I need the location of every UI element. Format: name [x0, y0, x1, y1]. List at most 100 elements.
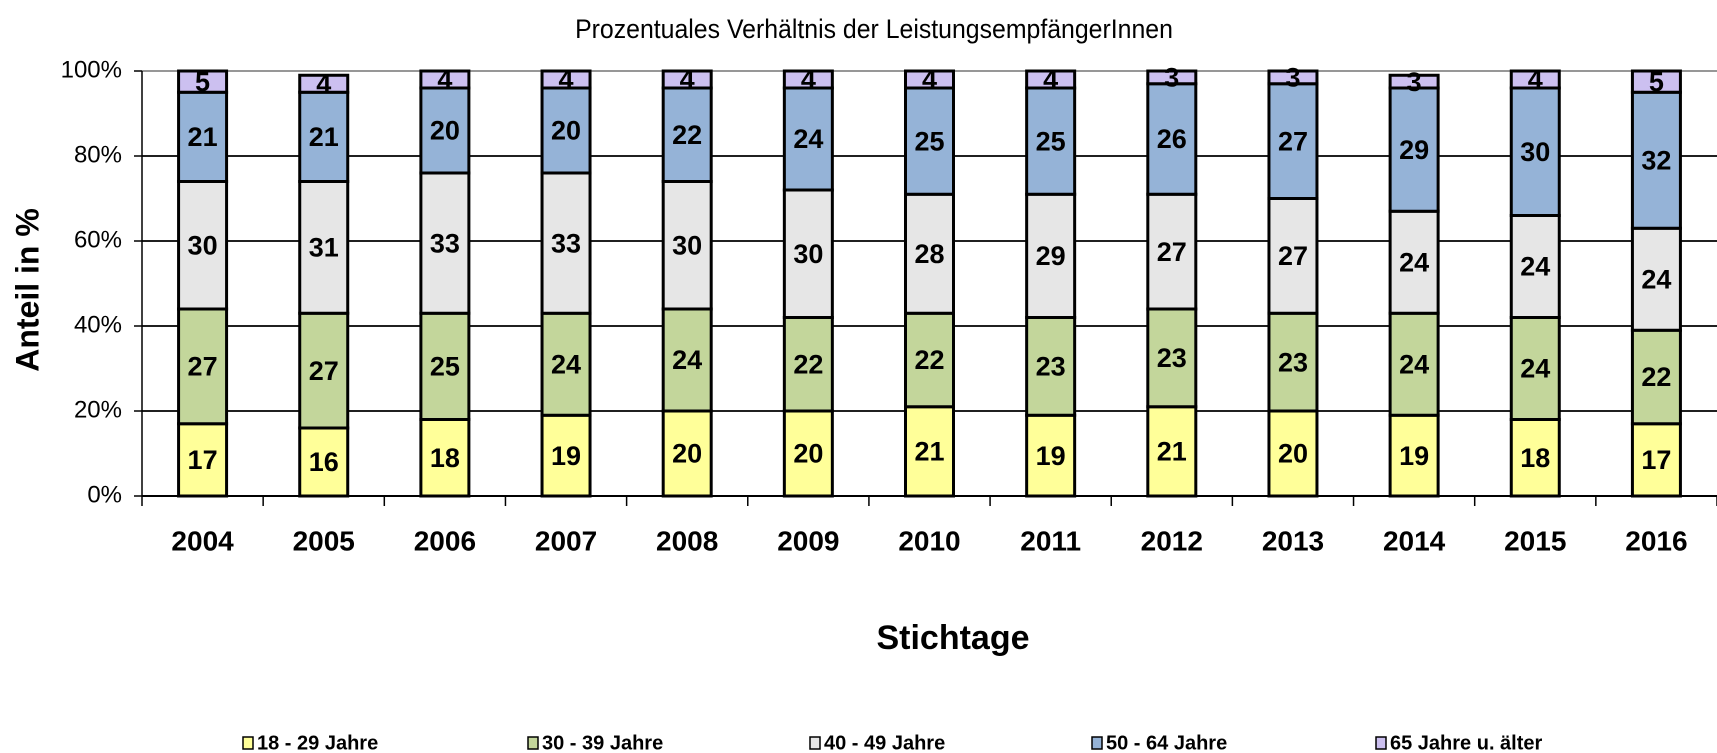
legend-label: 30 - 39 Jahre [542, 732, 663, 753]
bar-segment [1630, 69, 1682, 94]
data-label: 4 [437, 65, 452, 95]
bar-segment [298, 180, 350, 315]
x-tick-label: 2016 [1625, 525, 1687, 556]
y-tick-label: 80% [74, 141, 122, 168]
data-label: 31 [309, 233, 339, 263]
bar-segment [177, 90, 229, 183]
data-label: 30 [188, 230, 218, 260]
data-label: 33 [551, 228, 581, 258]
data-label: 21 [309, 122, 339, 152]
bar-segment [1509, 69, 1561, 90]
bar-segment [1267, 69, 1319, 86]
bar-segment [1267, 197, 1319, 315]
data-label: 29 [1036, 241, 1066, 271]
bar-segment [419, 311, 471, 421]
data-label: 23 [1036, 352, 1066, 382]
data-label: 27 [309, 356, 339, 386]
bar-segment [1025, 69, 1077, 90]
bar-segment [904, 192, 955, 315]
bar-segment [1388, 73, 1440, 90]
bar-segment [782, 188, 834, 319]
data-label: 21 [188, 122, 218, 152]
data-label: 5 [1649, 67, 1664, 97]
data-label: 22 [914, 345, 944, 375]
x-tick-label: 2010 [898, 525, 960, 556]
legend-swatch [1375, 736, 1387, 750]
bar-segment [661, 86, 713, 183]
data-label: 27 [1278, 126, 1308, 156]
bar-segment [177, 180, 229, 311]
data-label: 24 [1399, 247, 1429, 277]
x-tick-label: 2015 [1504, 525, 1566, 556]
bar-segment [1025, 192, 1077, 319]
bar-segment [904, 69, 955, 90]
data-label: 24 [1520, 252, 1550, 282]
bar-segment [661, 180, 713, 311]
data-label: 20 [793, 439, 823, 469]
bar-segment [1146, 192, 1198, 311]
data-label: 4 [680, 65, 695, 95]
data-label: 20 [551, 116, 581, 146]
bar-segment [1388, 209, 1440, 315]
legend-swatch [242, 736, 254, 750]
bar-segment [419, 69, 471, 90]
y-tick-label: 0% [87, 481, 122, 508]
data-label: 16 [309, 447, 339, 477]
x-tick-label: 2009 [777, 525, 839, 556]
x-tick-label: 2005 [293, 525, 355, 556]
x-tick-label: 2007 [535, 525, 597, 556]
y-tick-label: 60% [74, 226, 122, 253]
data-label: 30 [1520, 137, 1550, 167]
x-tick-label: 2004 [171, 525, 234, 556]
legend-swatch [809, 736, 821, 750]
data-label: 4 [922, 65, 937, 95]
data-label: 21 [914, 437, 944, 467]
bar-segment [1388, 86, 1440, 213]
data-label: 22 [672, 120, 702, 150]
data-label: 24 [672, 345, 702, 375]
bar-segment [1630, 90, 1682, 230]
bar-segment [540, 86, 592, 175]
data-label: 21 [1157, 437, 1187, 467]
y-tick-label: 40% [74, 311, 122, 338]
bar-segment [1267, 311, 1319, 413]
y-tick-label: 100% [61, 56, 122, 83]
x-tick-label: 2006 [414, 525, 476, 556]
bar-segment [1509, 86, 1561, 217]
data-label: 20 [430, 116, 460, 146]
bar-segment [1146, 69, 1198, 86]
data-label: 3 [1285, 63, 1300, 93]
x-axis-label: Stichtage [876, 619, 1029, 657]
data-label: 33 [430, 228, 460, 258]
data-label: 19 [551, 441, 581, 471]
bar-segment [298, 73, 350, 94]
data-label: 4 [316, 69, 331, 99]
data-label: 23 [1157, 343, 1187, 373]
data-label: 3 [1407, 67, 1422, 97]
bar-segment [782, 316, 834, 413]
data-label: 17 [188, 445, 218, 475]
bar-segment [1509, 316, 1561, 421]
legend-swatch [1091, 736, 1103, 750]
data-label: 29 [1399, 135, 1429, 165]
data-label: 25 [1036, 126, 1066, 156]
data-label: 5 [195, 67, 210, 97]
y-tick-label: 20% [74, 396, 122, 423]
bar-segment [177, 307, 229, 426]
bar-segment [1025, 86, 1077, 196]
data-label: 4 [559, 65, 574, 95]
bar-segment [1509, 214, 1561, 319]
bar-segment [177, 69, 229, 94]
bar-segment [1630, 328, 1682, 426]
data-label: 30 [793, 239, 823, 269]
bar-segment [661, 409, 713, 498]
legend-label: 40 - 49 Jahre [824, 732, 945, 753]
data-label: 28 [914, 239, 944, 269]
bar-segment [298, 311, 350, 430]
data-label: 24 [1520, 354, 1550, 384]
data-label: 27 [188, 352, 218, 382]
bar-segment [661, 69, 713, 90]
bar-segment [661, 307, 713, 413]
data-label: 4 [1528, 65, 1543, 95]
data-label: 22 [793, 349, 823, 379]
